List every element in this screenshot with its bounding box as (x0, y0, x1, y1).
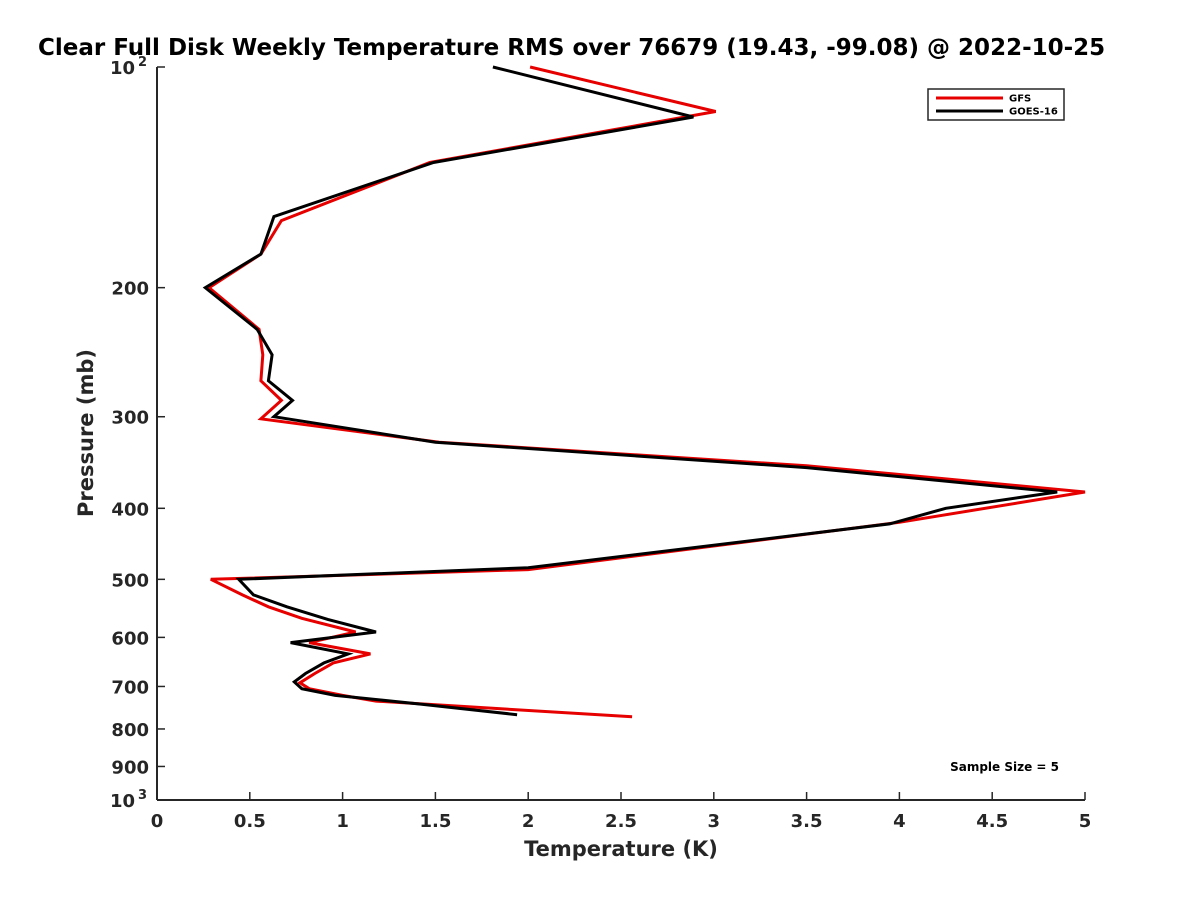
y-tick-label: 900 (111, 757, 149, 778)
y-tick-base: 10 (110, 791, 135, 812)
sample-size-annotation: Sample Size = 5 (950, 760, 1059, 774)
series-line-goes-16 (202, 65, 1058, 717)
x-tick-label: 1.5 (419, 811, 451, 832)
x-tick-label: 5 (1079, 811, 1092, 832)
x-tick-label: 0.5 (234, 811, 266, 832)
y-tick-label: 10 (110, 58, 135, 79)
y-tick-label: 600 (111, 628, 149, 649)
y-tick-label: 700 (111, 677, 149, 698)
y-tick-label: 500 (111, 570, 149, 591)
x-tick-label: 1 (336, 811, 349, 832)
chart-title: Clear Full Disk Weekly Temperature RMS o… (38, 35, 1105, 61)
legend: GFS GOES-16 (927, 88, 1065, 121)
x-axis-label: Temperature (K) (524, 837, 718, 861)
x-tick-label: 3.5 (791, 811, 823, 832)
y-tick-label: 10 (110, 791, 135, 812)
y-tick-exponent: 3 (138, 788, 147, 803)
legend-label: GOES-16 (1009, 107, 1058, 118)
y-tick-label: 300 (111, 408, 149, 429)
x-tick-label: 4.5 (976, 811, 1008, 832)
y-tick-base: 10 (110, 58, 135, 79)
x-tick-label: 2.5 (605, 811, 637, 832)
x-tick-label: 0 (151, 811, 164, 832)
x-tick-label: 2 (522, 811, 535, 832)
y-tick-label: 800 (111, 720, 149, 741)
x-tick-label: 4 (893, 811, 906, 832)
series-line-gfs (206, 65, 1086, 719)
legend-box (927, 88, 1065, 121)
y-tick-label: 400 (111, 499, 149, 520)
y-axis-label: Pressure (mb) (74, 349, 98, 517)
axes: 0 0.5 1 1.5 2 2.5 3 3.5 4 4.5 510 22003004005006007… (110, 55, 1091, 832)
series-lines (202, 65, 1086, 719)
y-tick-exponent: 2 (138, 55, 147, 70)
legend-label: GFS (1009, 94, 1031, 105)
x-tick-label: 3 (708, 811, 721, 832)
y-tick-label: 200 (111, 279, 149, 300)
